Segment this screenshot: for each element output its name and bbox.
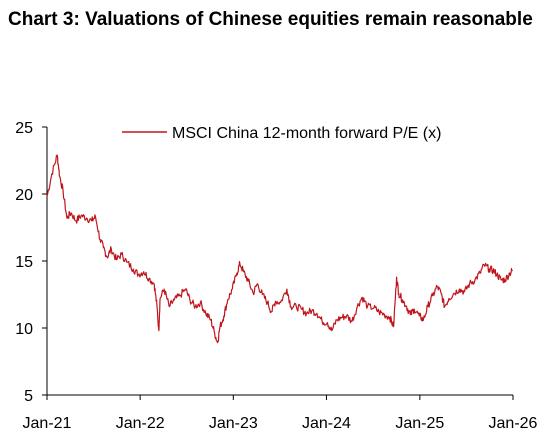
y-tick-label: 20: [15, 187, 33, 204]
series-layer: [46, 154, 513, 344]
x-tick-label: Jan-23: [209, 415, 258, 432]
x-tick-label: Jan-21: [23, 415, 72, 432]
y-tick-label: 10: [15, 321, 33, 338]
y-tick-label: 25: [15, 120, 33, 137]
x-tick-label: Jan-22: [116, 415, 165, 432]
y-tick-label: 5: [24, 388, 33, 405]
chart-title: Chart 3: Valuations of Chinese equities …: [8, 9, 533, 30]
series-line: [46, 154, 513, 344]
legend: MSCI China 12-month forward P/E (x): [122, 125, 441, 142]
x-tick-label: Jan-25: [395, 415, 444, 432]
x-tick-label: Jan-24: [302, 415, 351, 432]
y-tick-label: 15: [15, 254, 33, 271]
y-axis: 5 10 15 20 25: [15, 120, 48, 405]
legend-label: MSCI China 12-month forward P/E (x): [172, 125, 441, 142]
x-axis: Jan-21 Jan-22 Jan-23 Jan-24 Jan-25 Jan-26: [23, 394, 538, 432]
x-tick-label: Jan-26: [489, 415, 538, 432]
